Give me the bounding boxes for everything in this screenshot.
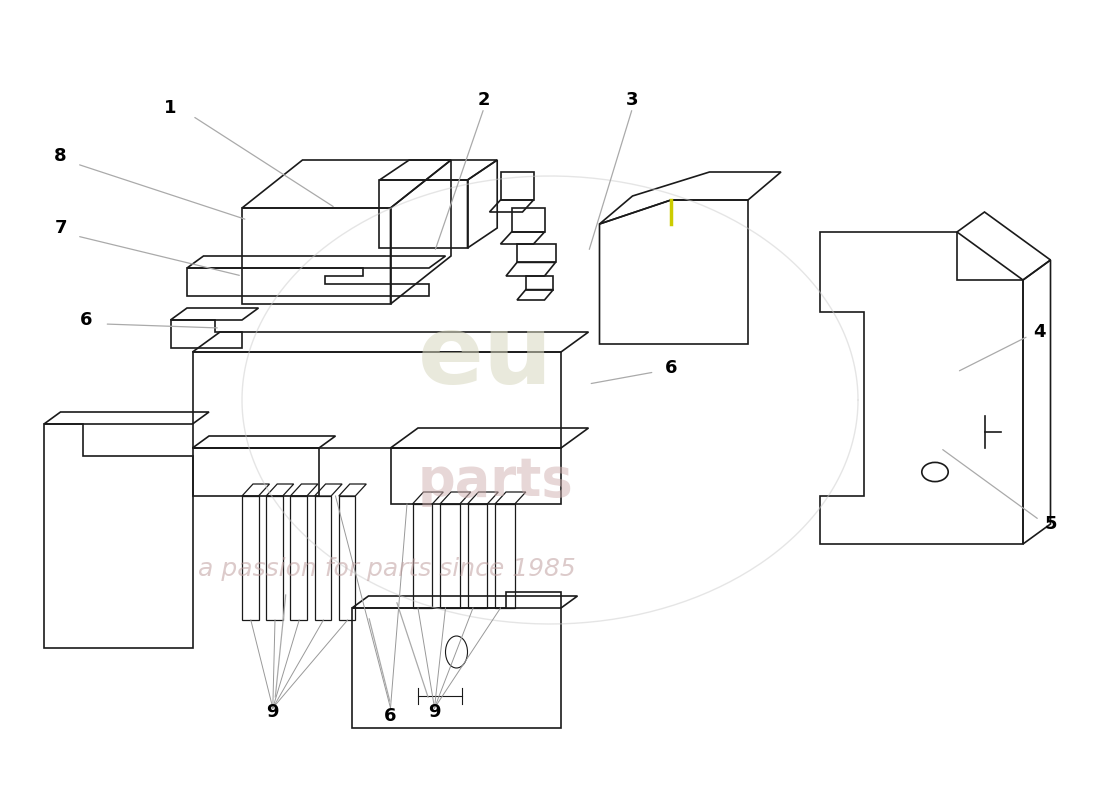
- Text: 3: 3: [626, 91, 639, 109]
- Text: 2: 2: [477, 91, 491, 109]
- Text: 6: 6: [79, 311, 92, 329]
- Text: 5: 5: [1044, 515, 1057, 533]
- Text: a passion for parts since 1985: a passion for parts since 1985: [198, 557, 575, 581]
- Text: 9: 9: [428, 703, 441, 721]
- Text: 7: 7: [54, 219, 67, 237]
- Text: parts: parts: [418, 455, 574, 507]
- Text: 8: 8: [54, 147, 67, 165]
- Text: 1: 1: [164, 99, 177, 117]
- Text: 6: 6: [384, 707, 397, 725]
- Text: 9: 9: [266, 703, 279, 721]
- Text: 4: 4: [1033, 323, 1046, 341]
- Text: 6: 6: [664, 359, 678, 377]
- Text: eu: eu: [418, 311, 553, 404]
